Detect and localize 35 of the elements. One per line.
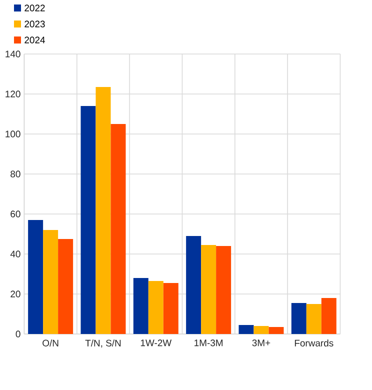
y-tick-label: 40 [10, 250, 20, 258]
legend-label: 2023 [24, 20, 45, 28]
y-tick-label: 0 [16, 330, 20, 338]
bar [163, 283, 178, 334]
legend-label: 2024 [24, 36, 45, 44]
y-tick-label: 140 [6, 50, 20, 58]
x-tick-label: 1M-3M [194, 340, 223, 346]
x-tick-label: O/N [42, 340, 58, 346]
bar [306, 304, 322, 334]
y-tick-label: 120 [6, 90, 20, 98]
x-tick-label: Forwards [294, 340, 334, 346]
bar [254, 326, 269, 334]
bar [110, 124, 126, 334]
bar [238, 325, 254, 334]
bar [43, 230, 58, 334]
legend-label: 2022 [24, 4, 45, 12]
bar [148, 281, 164, 334]
bar [321, 298, 336, 334]
bar [291, 303, 306, 334]
bar [186, 236, 202, 334]
x-tick-label: 1W-2W [140, 340, 172, 346]
bar [96, 86, 111, 334]
y-tick-label: 100 [6, 130, 20, 138]
bar [216, 246, 232, 334]
bar [80, 106, 96, 334]
bar [28, 220, 44, 334]
x-tick-label: 3M+ [252, 340, 270, 346]
x-tick-label: T/N, S/N [85, 340, 121, 348]
y-tick-label: 20 [10, 290, 20, 298]
y-tick-label: 60 [10, 210, 20, 218]
bar [268, 327, 284, 334]
bar [58, 239, 74, 334]
bar [133, 278, 148, 334]
bar [201, 245, 216, 334]
y-tick-label: 80 [10, 170, 20, 178]
